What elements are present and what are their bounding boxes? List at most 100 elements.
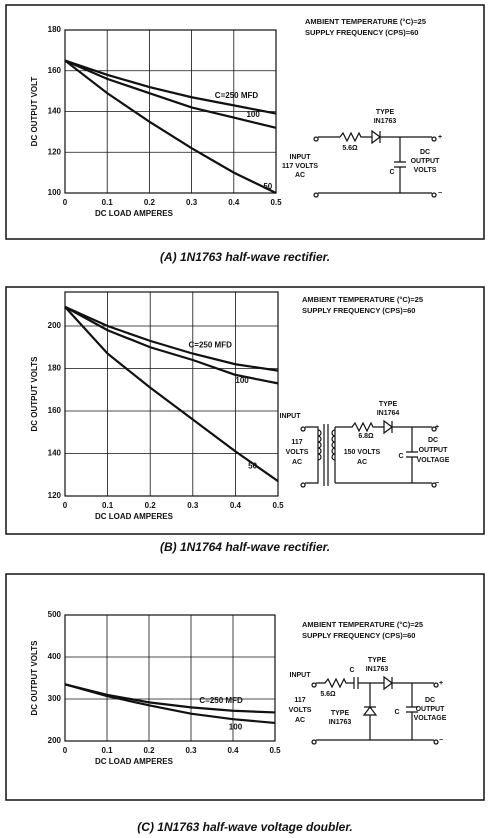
x-tick-label: 0.4 — [230, 501, 242, 510]
circuit-label: VOLTAGE — [414, 715, 447, 722]
y-tick-label: 200 — [48, 736, 62, 745]
circuit-wire — [300, 426, 437, 488]
y-tick-label: 200 — [48, 321, 62, 330]
y-tick-label: 400 — [48, 652, 62, 661]
circuit-label: IN1763 — [374, 118, 397, 125]
y-tick-label: 160 — [48, 66, 62, 75]
x-axis-label: DC LOAD AMPERES — [95, 512, 174, 521]
series-label: C=250 MFD — [189, 340, 233, 349]
series-label: 50 — [263, 182, 272, 191]
circuit-label: VOLTS — [414, 167, 437, 174]
note: SUPPLY FREQUENCY (CPS)=60 — [305, 28, 418, 37]
circuit-wire — [305, 419, 432, 486]
series-line — [64, 306, 279, 483]
circuit-label: − — [438, 190, 442, 197]
circuit-label: C — [349, 667, 354, 674]
x-tick-label: 0.1 — [101, 746, 113, 755]
caption: (A) 1N1763 half-wave rectifier. — [160, 250, 330, 264]
x-tick-label: 0.2 — [143, 746, 155, 755]
circuit-label: AC — [295, 172, 305, 179]
circuit-label: DC — [425, 697, 435, 704]
circuit-label: + — [435, 424, 439, 431]
y-tick-label: 140 — [48, 449, 62, 458]
circuit-label: 117 — [291, 439, 302, 446]
series-line — [64, 305, 279, 385]
y-tick-label: 500 — [48, 610, 62, 619]
series-label: C=250 MFD — [199, 696, 243, 705]
y-axis-label: DC OUTPUT VOLT — [30, 77, 39, 147]
circuit-label: IN1763 — [329, 719, 352, 726]
x-tick-label: 0 — [63, 198, 68, 207]
plot-frame — [64, 614, 276, 742]
y-tick-label: 180 — [48, 25, 62, 34]
circuit-wire — [311, 682, 439, 745]
circuit-label: C — [398, 453, 403, 460]
x-tick-label: 0 — [63, 746, 68, 755]
x-tick-label: 0.2 — [145, 501, 157, 510]
circuit-label: 6.8Ω — [358, 433, 374, 440]
x-tick-label: 0.1 — [102, 501, 114, 510]
y-tick-label: 180 — [48, 364, 62, 373]
series-line — [64, 683, 276, 714]
circuit-label: 5.6Ω — [342, 145, 358, 152]
series-label: C=250 MFD — [215, 91, 259, 100]
x-axis-label: DC LOAD AMPERES — [95, 757, 174, 766]
circuit-wire — [318, 129, 432, 194]
circuit-label: IN1763 — [366, 666, 389, 673]
y-tick-label: 120 — [48, 147, 62, 156]
y-tick-label: 160 — [48, 406, 62, 415]
circuit-label: + — [438, 134, 442, 141]
circuit-label: + — [439, 680, 443, 687]
circuit-label: TYPE — [331, 710, 350, 717]
caption: (C) 1N1763 half-wave voltage doubler. — [137, 820, 352, 834]
series-label: 50 — [248, 461, 257, 470]
series-line — [64, 59, 277, 115]
circuit-label: 5.6Ω — [320, 691, 336, 698]
note: SUPPLY FREQUENCY (CPS)=60 — [302, 631, 415, 640]
x-tick-label: 0.5 — [272, 501, 284, 510]
note: AMBIENT TEMPERATURE (°C)=25 — [302, 295, 423, 304]
circuit-label: OUTPUT — [411, 158, 441, 165]
y-tick-label: 120 — [48, 491, 62, 500]
series-label: 100 — [229, 723, 243, 732]
y-tick-label: 140 — [48, 107, 62, 116]
note: AMBIENT TEMPERATURE (°C)=25 — [305, 17, 426, 26]
circuit-wire — [316, 675, 434, 741]
y-axis-label: DC OUTPUT VOLTS — [30, 356, 39, 432]
circuit-label: 117 VOLTS — [282, 163, 318, 170]
circuit-label: − — [439, 737, 443, 744]
circuit-label: 150 VOLTS — [344, 449, 381, 456]
circuit-label: C — [389, 169, 394, 176]
circuit-label: DC — [420, 149, 430, 156]
circuit-label: INPUT — [280, 413, 302, 420]
x-axis-label: DC LOAD AMPERES — [95, 209, 174, 218]
circuit-label: VOLTS — [286, 449, 309, 456]
circuit-label: TYPE — [376, 109, 395, 116]
circuit-label: IN1764 — [377, 410, 400, 417]
x-tick-label: 0.3 — [187, 501, 199, 510]
y-tick-label: 100 — [48, 188, 62, 197]
x-tick-label: 0.5 — [270, 198, 282, 207]
series-line — [64, 59, 277, 194]
circuit-label: − — [435, 480, 439, 487]
circuit-label: OUTPUT — [419, 447, 449, 454]
panel-border — [5, 4, 485, 240]
circuit-label: AC — [357, 459, 367, 466]
y-axis-label: DC OUTPUT VOLTS — [30, 640, 39, 716]
x-tick-label: 0.3 — [185, 746, 197, 755]
circuit-label: C — [394, 709, 399, 716]
circuit-label: TYPE — [368, 657, 387, 664]
series-label: 100 — [235, 376, 249, 385]
circuit-label: INPUT — [290, 154, 312, 161]
circuit-label: AC — [292, 459, 302, 466]
x-tick-label: 0.1 — [102, 198, 114, 207]
x-tick-label: 0.4 — [227, 746, 239, 755]
series-line — [64, 305, 279, 372]
series-label: 100 — [246, 110, 260, 119]
circuit-label: VOLTS — [289, 707, 312, 714]
plot-frame — [64, 291, 279, 497]
circuit-label: DC — [428, 437, 438, 444]
circuit-label: VOLTAGE — [417, 457, 450, 464]
panel-border — [5, 573, 485, 801]
